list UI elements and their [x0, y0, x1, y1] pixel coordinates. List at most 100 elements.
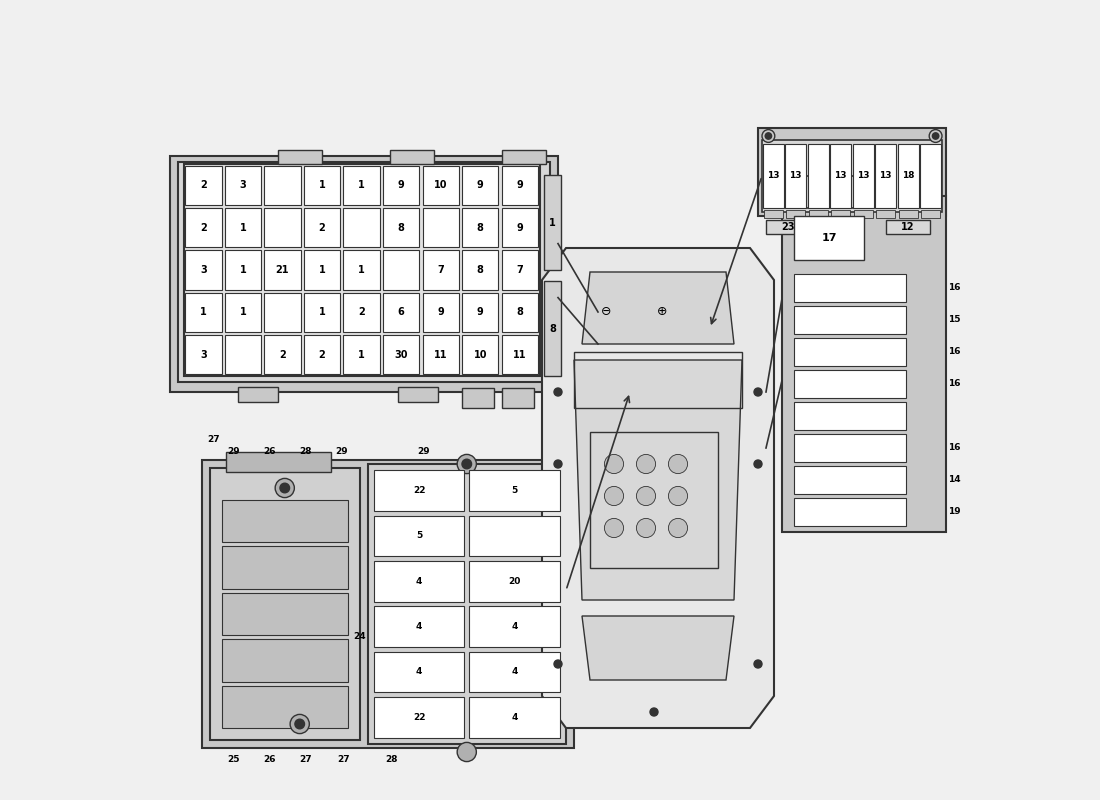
Text: 29: 29 — [228, 447, 240, 457]
Circle shape — [762, 130, 774, 142]
Bar — [876, 210, 895, 218]
Text: 20: 20 — [508, 577, 520, 586]
Text: 7: 7 — [516, 265, 524, 275]
Bar — [224, 293, 261, 332]
Text: 12: 12 — [901, 222, 914, 232]
Text: 9: 9 — [477, 180, 484, 190]
Text: ⊖: ⊖ — [601, 306, 612, 318]
Bar — [502, 250, 538, 290]
Text: 9: 9 — [516, 222, 524, 233]
Text: 16: 16 — [948, 379, 960, 389]
Bar — [264, 250, 300, 290]
Bar — [422, 293, 459, 332]
Bar — [374, 516, 464, 556]
Bar — [794, 274, 906, 302]
Bar — [185, 293, 221, 332]
Bar — [374, 652, 464, 692]
Bar — [590, 432, 718, 568]
Bar — [794, 370, 906, 398]
Text: 1: 1 — [319, 265, 326, 275]
Polygon shape — [542, 248, 774, 728]
Bar — [304, 293, 340, 332]
Bar — [383, 293, 419, 332]
Text: 13: 13 — [857, 171, 869, 181]
Bar — [462, 250, 498, 290]
Text: ⊕: ⊕ — [657, 306, 668, 318]
Text: 17: 17 — [822, 234, 837, 243]
Circle shape — [766, 133, 771, 139]
Text: 4: 4 — [416, 577, 422, 586]
Bar — [782, 196, 946, 532]
Circle shape — [554, 460, 562, 468]
Text: 22: 22 — [412, 486, 426, 495]
Text: 1: 1 — [240, 265, 246, 275]
Circle shape — [637, 518, 656, 538]
Text: 2: 2 — [359, 307, 365, 318]
Bar — [264, 208, 300, 247]
Text: 27: 27 — [208, 435, 220, 445]
Text: 21: 21 — [276, 265, 289, 275]
Bar — [343, 250, 379, 290]
Bar — [794, 466, 906, 494]
Bar — [786, 210, 805, 218]
Bar — [343, 166, 379, 205]
Text: 2: 2 — [279, 350, 286, 360]
Text: 19: 19 — [948, 507, 960, 517]
Circle shape — [637, 486, 656, 506]
Circle shape — [295, 719, 305, 729]
Bar — [224, 250, 261, 290]
Bar — [543, 174, 561, 270]
Text: 28: 28 — [299, 447, 312, 457]
Circle shape — [669, 454, 688, 474]
Bar — [470, 516, 560, 556]
Bar — [278, 150, 322, 164]
Text: 1: 1 — [359, 180, 365, 190]
Bar — [794, 338, 906, 366]
Bar — [383, 208, 419, 247]
Bar — [202, 460, 574, 748]
Bar — [210, 468, 360, 740]
Text: 10: 10 — [434, 180, 448, 190]
Text: 15: 15 — [948, 315, 960, 325]
Bar — [502, 388, 534, 408]
Text: 8: 8 — [398, 222, 405, 233]
Text: 2: 2 — [200, 180, 207, 190]
Circle shape — [604, 486, 624, 506]
Text: 26: 26 — [264, 755, 276, 765]
Bar — [794, 402, 906, 430]
Text: 6: 6 — [398, 307, 405, 318]
Bar — [367, 464, 566, 744]
Text: 4: 4 — [416, 622, 422, 631]
Bar — [502, 293, 538, 332]
Circle shape — [554, 388, 562, 396]
Circle shape — [754, 460, 762, 468]
Bar — [374, 561, 464, 602]
Text: 27: 27 — [299, 755, 312, 765]
Circle shape — [650, 708, 658, 716]
Bar — [178, 162, 550, 382]
Bar — [343, 293, 379, 332]
Text: 9: 9 — [438, 307, 444, 318]
Bar — [462, 293, 498, 332]
Text: 2: 2 — [319, 350, 326, 360]
Bar — [794, 498, 906, 526]
Circle shape — [554, 660, 562, 668]
Bar — [543, 281, 561, 376]
Bar — [374, 697, 464, 738]
Bar — [785, 144, 806, 208]
Text: 13: 13 — [767, 171, 780, 181]
Text: 3: 3 — [240, 180, 246, 190]
Text: 2: 2 — [319, 222, 326, 233]
Text: 8: 8 — [476, 222, 484, 233]
Circle shape — [458, 742, 476, 762]
Text: 13: 13 — [835, 171, 847, 181]
Text: 1: 1 — [240, 222, 246, 233]
Bar — [794, 216, 865, 260]
Bar — [462, 388, 494, 408]
Text: 1: 1 — [359, 265, 365, 275]
Bar — [921, 144, 942, 208]
Text: 27: 27 — [338, 755, 350, 765]
Text: 1: 1 — [319, 307, 326, 318]
Bar — [470, 561, 560, 602]
Bar — [422, 335, 459, 374]
